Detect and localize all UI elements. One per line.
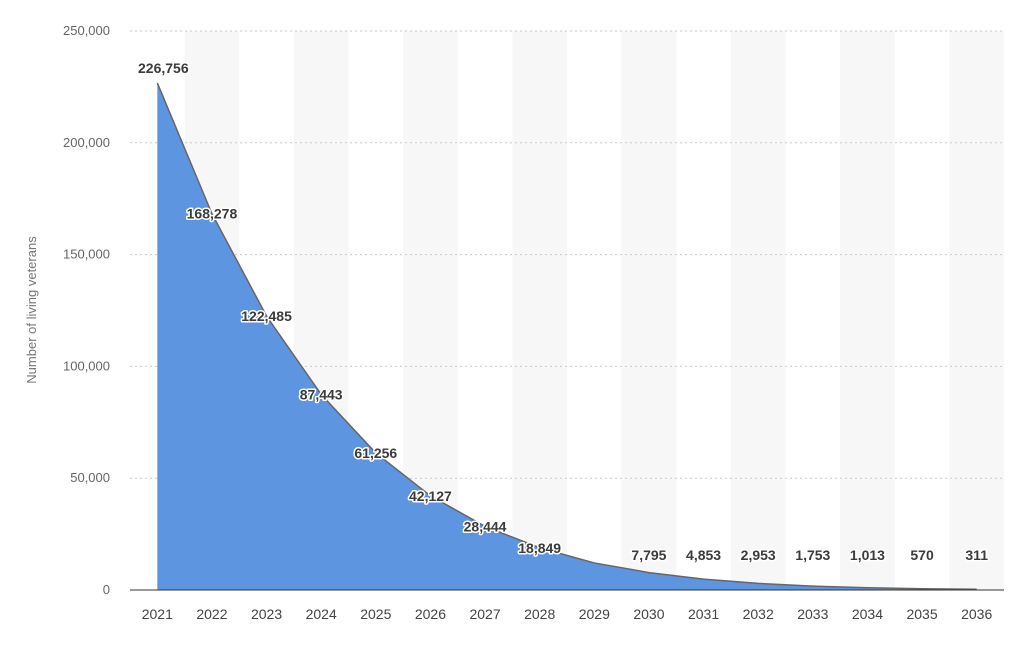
data-label: 226,756	[138, 60, 189, 76]
area-series	[156, 82, 977, 591]
x-tick-label: 2025	[360, 606, 391, 622]
y-axis-label: Number of living veterans	[24, 236, 39, 384]
data-label: 42,127	[409, 488, 452, 504]
x-tick-label: 2029	[579, 606, 610, 622]
data-label: 1,753	[795, 547, 830, 563]
data-labels: 226,756 168,278 122,485 87,443 61,256 42,127 2…	[137, 58, 990, 564]
x-tick-label: 2027	[469, 606, 500, 622]
y-tick-label: 0	[103, 582, 110, 597]
data-label: 1,013	[850, 547, 885, 563]
x-tick-label: 2031	[688, 606, 719, 622]
y-axis-ticks: 0 50,000 100,000 150,000 200,000 250,000	[63, 23, 110, 597]
x-tick-label: 2021	[142, 606, 173, 622]
x-tick-label: 2026	[415, 606, 446, 622]
data-label: 4,853	[686, 547, 721, 563]
data-label: 61,256	[354, 445, 397, 461]
data-label: 28,444	[464, 518, 507, 534]
area-fill	[157, 82, 977, 591]
x-tick-label: 2034	[852, 606, 883, 622]
background-band	[512, 31, 567, 590]
y-tick-label: 100,000	[63, 358, 110, 373]
background-band	[621, 31, 677, 590]
data-label: 168,278	[187, 206, 238, 222]
y-tick-label: 150,000	[63, 247, 110, 262]
x-axis-ticks: 2021 2022 2023 2024 2025 2026 2027 2028 2029 2030…	[142, 606, 993, 622]
data-label: 18,849	[518, 540, 561, 556]
y-tick-label: 50,000	[70, 470, 110, 485]
data-label: 311	[965, 547, 988, 563]
x-tick-label: 2023	[251, 606, 282, 622]
x-tick-label: 2033	[797, 606, 828, 622]
x-tick-label: 2024	[306, 606, 337, 622]
series-line	[156, 82, 977, 591]
x-tick-label: 2028	[524, 606, 555, 622]
x-tick-label: 2032	[743, 606, 774, 622]
background-band	[840, 31, 895, 590]
data-label: 2,953	[741, 547, 776, 563]
background-band	[949, 31, 1004, 590]
x-tick-label: 2022	[196, 606, 227, 622]
x-tick-label: 2035	[906, 606, 937, 622]
data-label: 7,795	[631, 547, 666, 563]
x-tick-label: 2030	[633, 606, 664, 622]
data-label: 87,443	[300, 386, 343, 402]
alternating-bands	[184, 31, 1004, 590]
background-band	[730, 31, 786, 590]
y-tick-label: 200,000	[63, 135, 110, 150]
data-label: 570	[910, 547, 934, 563]
x-tick-label: 2036	[961, 606, 992, 622]
y-tick-label: 250,000	[63, 23, 110, 38]
data-label: 122,485	[241, 308, 292, 324]
